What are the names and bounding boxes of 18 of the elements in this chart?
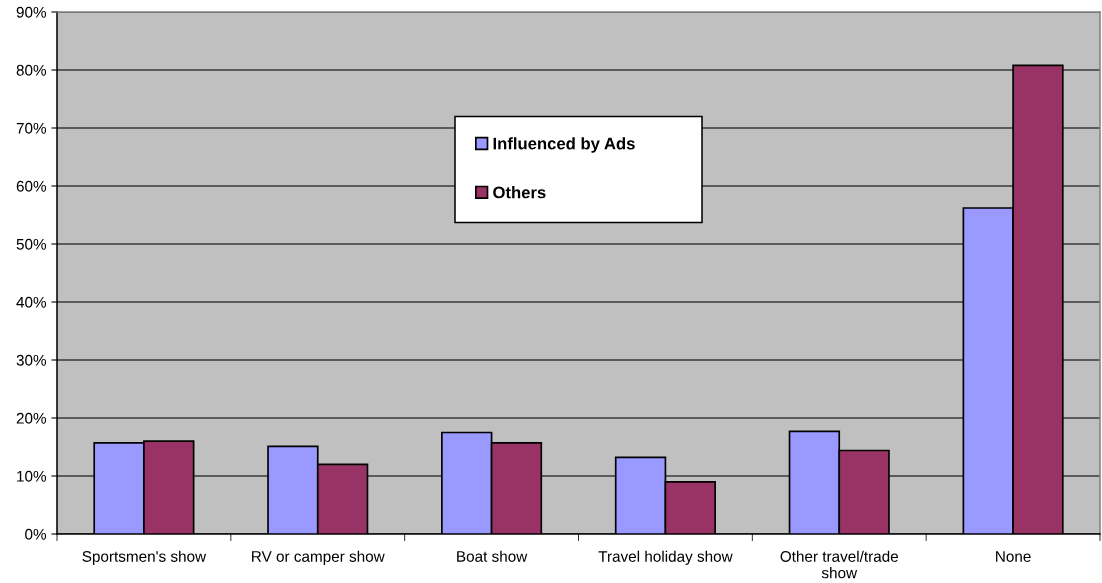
- y-tick-label: 80%: [16, 64, 47, 76]
- x-tick-label: None: [996, 551, 1031, 562]
- y-tick-label: 20%: [16, 412, 47, 424]
- x-tick-label: Other travel/trade show: [780, 550, 899, 579]
- y-tick-label: 70%: [16, 122, 47, 134]
- y-tick-label: 0%: [25, 528, 47, 540]
- y-tick-label: 30%: [16, 354, 47, 366]
- legend-label: Others: [493, 186, 546, 199]
- y-tick-label: 10%: [17, 470, 47, 482]
- legend-label: Influenced by Ads: [493, 137, 635, 153]
- y-tick-label: 60%: [16, 180, 47, 192]
- y-tick-label: 50%: [16, 238, 47, 250]
- x-tick-label: Sportsmen's show: [82, 550, 207, 565]
- y-tick-label: 90%: [16, 6, 47, 18]
- x-tick-label: Travel holiday show: [598, 550, 733, 565]
- y-tick-label: 40%: [16, 296, 47, 308]
- x-tick-label: Boat show: [457, 550, 528, 562]
- x-tick-label: RV or camper show: [252, 550, 385, 565]
